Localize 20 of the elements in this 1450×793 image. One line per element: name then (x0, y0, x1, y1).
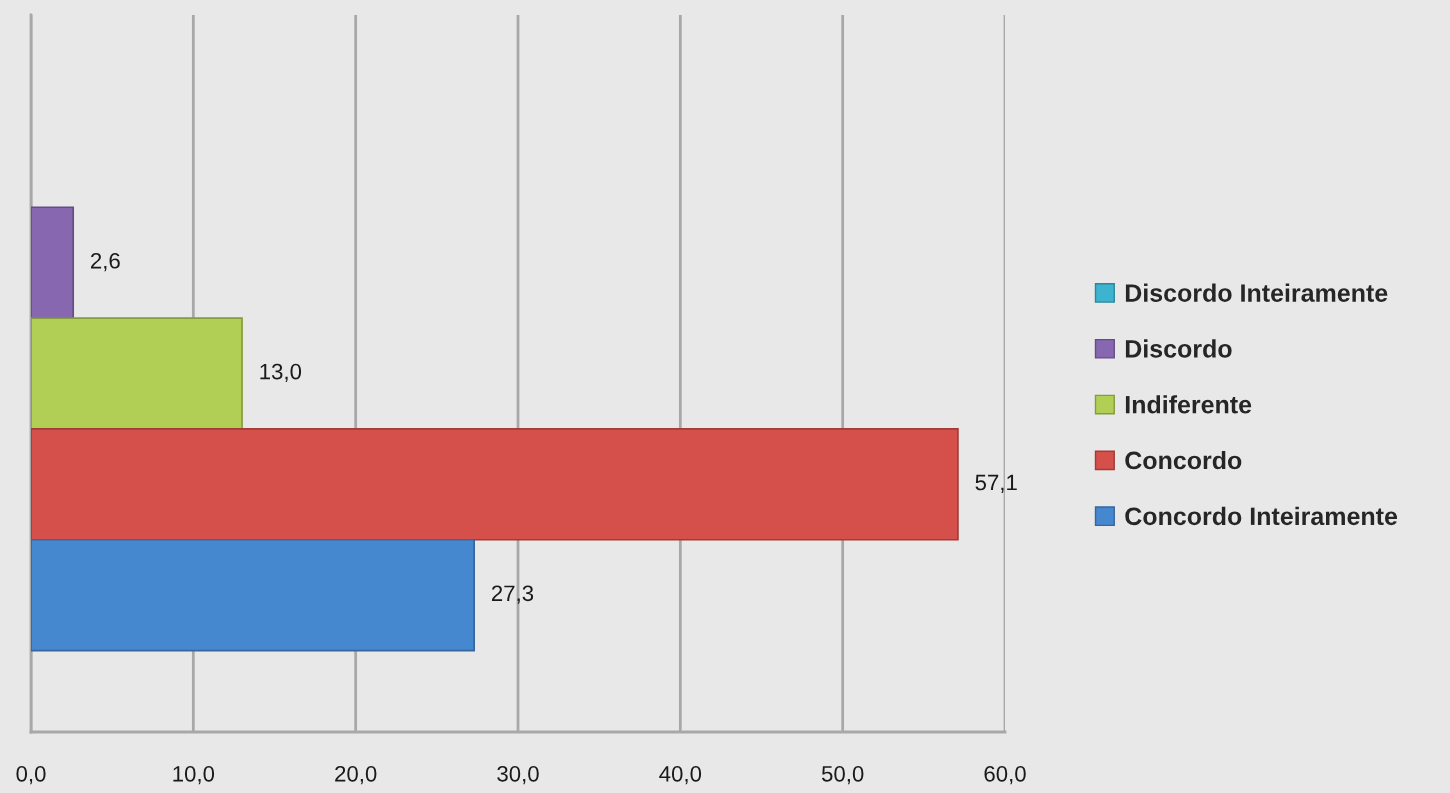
legend-label: Concordo (1125, 450, 1242, 470)
x-tick-label: 50,0 (821, 765, 864, 785)
data-label: 57,1 (975, 474, 1017, 493)
data-label: 27,3 (491, 585, 534, 604)
legend-label: Indiferente (1125, 395, 1252, 414)
legend-label: Concordo Inteiramente (1125, 506, 1398, 526)
legend-label: Discordo (1125, 339, 1232, 358)
bar (31, 317, 243, 430)
bar (31, 206, 75, 319)
x-tick-label: 40,0 (659, 765, 702, 785)
bar (31, 538, 476, 652)
x-tick-label: 0,0 (16, 765, 46, 785)
data-label: 13,0 (260, 363, 302, 383)
x-tick-label: 30,0 (497, 765, 539, 785)
x-tick-label: 60,0 (984, 765, 1026, 785)
legend-label: Discordo Inteiramente (1125, 283, 1388, 302)
bar (31, 428, 959, 541)
x-tick-label: 10,0 (173, 765, 215, 785)
data-label: 2,6 (90, 252, 120, 272)
x-tick-label: 20,0 (335, 765, 377, 785)
